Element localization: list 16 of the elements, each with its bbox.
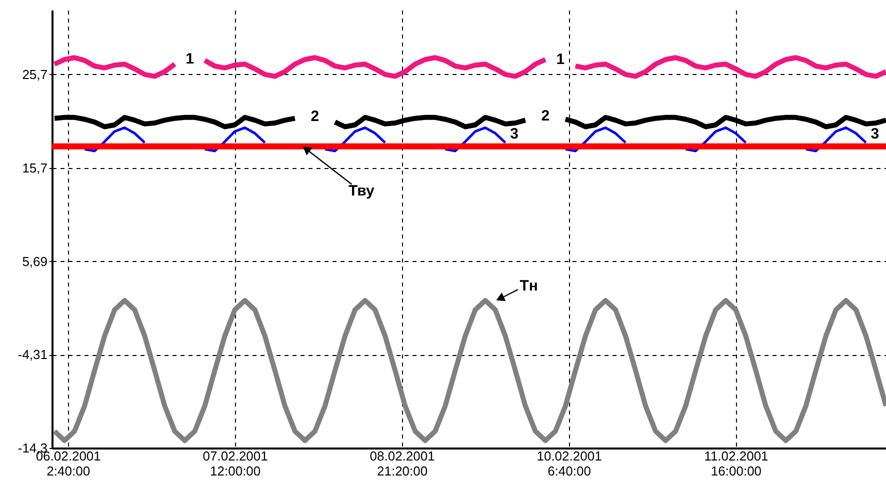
y-tick-label: -4,31 [18, 347, 48, 362]
text: 3 [510, 126, 518, 143]
x-tick-label: 11.02.2001 16:00:00 [704, 448, 768, 478]
y-tick-label: 25,7 [22, 66, 48, 82]
y-tick-label: 5,69 [22, 254, 48, 269]
annotation: Тн [520, 277, 538, 294]
x-tick-label: 08.02.2001 21:20:00 [370, 448, 435, 478]
series-label: 3 [870, 126, 880, 143]
x-tick-label: 07.02.2001 12:00:00 [202, 448, 268, 478]
y-tick-label: 15,7 [22, 160, 48, 176]
text: 2 [541, 108, 550, 125]
series-label: 2 [310, 108, 320, 126]
x-tick-label: 10.02.2001 6:40:00 [536, 448, 602, 478]
series-label: 1 [556, 50, 565, 68]
annotation: Тву [348, 182, 375, 200]
text: 1 [186, 50, 194, 68]
